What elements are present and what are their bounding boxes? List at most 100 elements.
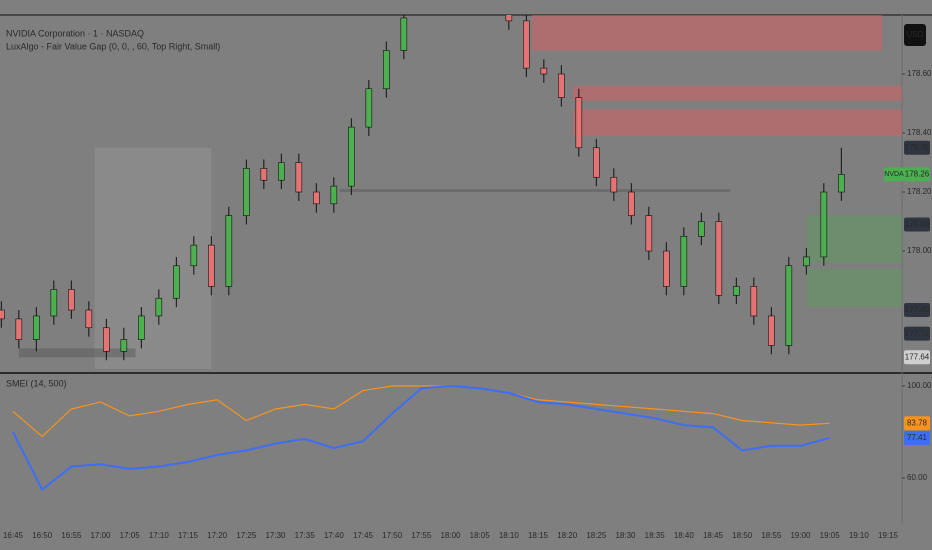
price-badge-label: 177.72 [905,329,930,338]
candle-body [155,297,163,317]
candle-body [330,185,338,205]
candle-body [243,168,250,216]
candle-body [173,265,180,299]
axes: 178.60 178.40 178.20 178.00 178.35 178.09 177.… [3,69,932,540]
candle-body [85,309,93,329]
price-badge [904,303,930,318]
candle-body [120,339,128,352]
x-tick-label: 18:40 [674,531,695,540]
currency-button[interactable] [904,24,926,46]
x-tick-label: 19:15 [878,531,899,540]
candle-body [138,315,145,340]
y-tick-label: 178.40 [907,128,932,137]
price-badge-label: 177.64 [905,352,930,361]
candle-body [68,289,75,311]
candle-body [785,265,793,346]
chart-title: NVIDIA Corporation · 1 · NASDAQ [6,28,144,38]
x-tick-label: 17:00 [90,531,111,540]
candle-body [698,221,705,237]
price-badge [904,140,930,155]
candle-body [593,147,600,178]
candle-body [558,73,565,98]
indicator-label: LuxAlgo - Fair Value Gap (0, 0, , 60, To… [6,41,220,51]
x-tick-label: 18:30 [615,531,636,540]
candle-body [260,168,268,181]
x-tick-label: 19:00 [790,531,811,540]
x-tick-label: 18:15 [528,531,549,540]
price-pane [0,15,902,370]
fvg-zone [806,268,902,308]
price-badge-label: 178.09 [905,220,930,229]
y-tick-label: 178.00 [907,246,932,255]
x-tick-label: 18:10 [499,531,520,540]
price-badge [904,326,930,341]
candle-body [838,174,845,193]
y-tick-label: 100.00 [907,381,932,390]
candle-body [680,235,688,287]
price-badge [904,350,930,365]
candle-body [540,67,548,75]
value-badge-label: 83.78 [907,418,928,427]
candle-body [715,221,723,296]
candle-body [610,176,618,193]
candle-body [190,244,198,267]
x-tick-label: 17:30 [265,531,286,540]
x-tick-label: 17:10 [149,531,170,540]
candle-body [15,318,23,340]
x-tick-label: 17:15 [178,531,199,540]
candle-body [103,327,110,352]
value-badge [904,416,930,431]
price-badge [904,217,930,232]
candle-body [365,88,373,128]
candle-body [295,162,303,193]
y-tick-label: 178.60 [907,69,932,78]
x-tick-label: 17:55 [411,531,432,540]
x-tick-label: 18:45 [703,531,724,540]
candle-body [33,315,40,340]
x-tick-label: 17:05 [120,531,141,540]
x-tick-label: 18:50 [732,531,753,540]
candle-body [278,162,285,181]
symbol-badge [884,167,904,182]
candle-body [733,286,740,296]
y-tick-label: 60.00 [907,473,928,482]
last-price-label: 178.26 [905,169,930,178]
x-tick-label: 18:20 [557,531,578,540]
candle-body [628,191,635,216]
candle-body [225,215,233,287]
oscillator-title: SMEI (14, 500) [6,378,67,388]
candle-body [820,191,828,258]
currency-label: USD [907,30,924,39]
x-tick-label: 18:05 [470,531,491,540]
indicator-line [12,385,830,438]
candle-body [400,17,408,51]
candle-body [383,50,390,90]
x-tick-label: 17:35 [295,531,316,540]
candle-body [348,126,355,187]
fvg-zone [573,85,902,101]
x-tick-label: 18:55 [761,531,782,540]
indicator-line [12,384,830,492]
x-tick-label: 17:50 [382,531,403,540]
x-tick-label: 16:45 [3,531,24,540]
candle-body [803,256,810,267]
value-badge-label: 77.41 [907,433,928,442]
fvg-zone [18,348,136,358]
x-tick-label: 17:45 [353,531,374,540]
x-tick-label: 16:50 [32,531,53,540]
candle-body [768,315,775,346]
x-tick-label: 19:10 [849,531,870,540]
candle-body [313,191,320,205]
x-tick-label: 18:25 [586,531,607,540]
candle-body [208,244,215,287]
candle-body [523,20,530,69]
fvg-zone [573,109,902,136]
symbol-label: NVDA [884,171,904,178]
y-tick-label: 178.20 [907,187,932,196]
value-badge [904,430,930,445]
x-tick-label: 18:35 [645,531,666,540]
x-tick-label: 16:55 [61,531,82,540]
x-tick-label: 18:00 [440,531,461,540]
x-tick-label: 17:25 [236,531,257,540]
